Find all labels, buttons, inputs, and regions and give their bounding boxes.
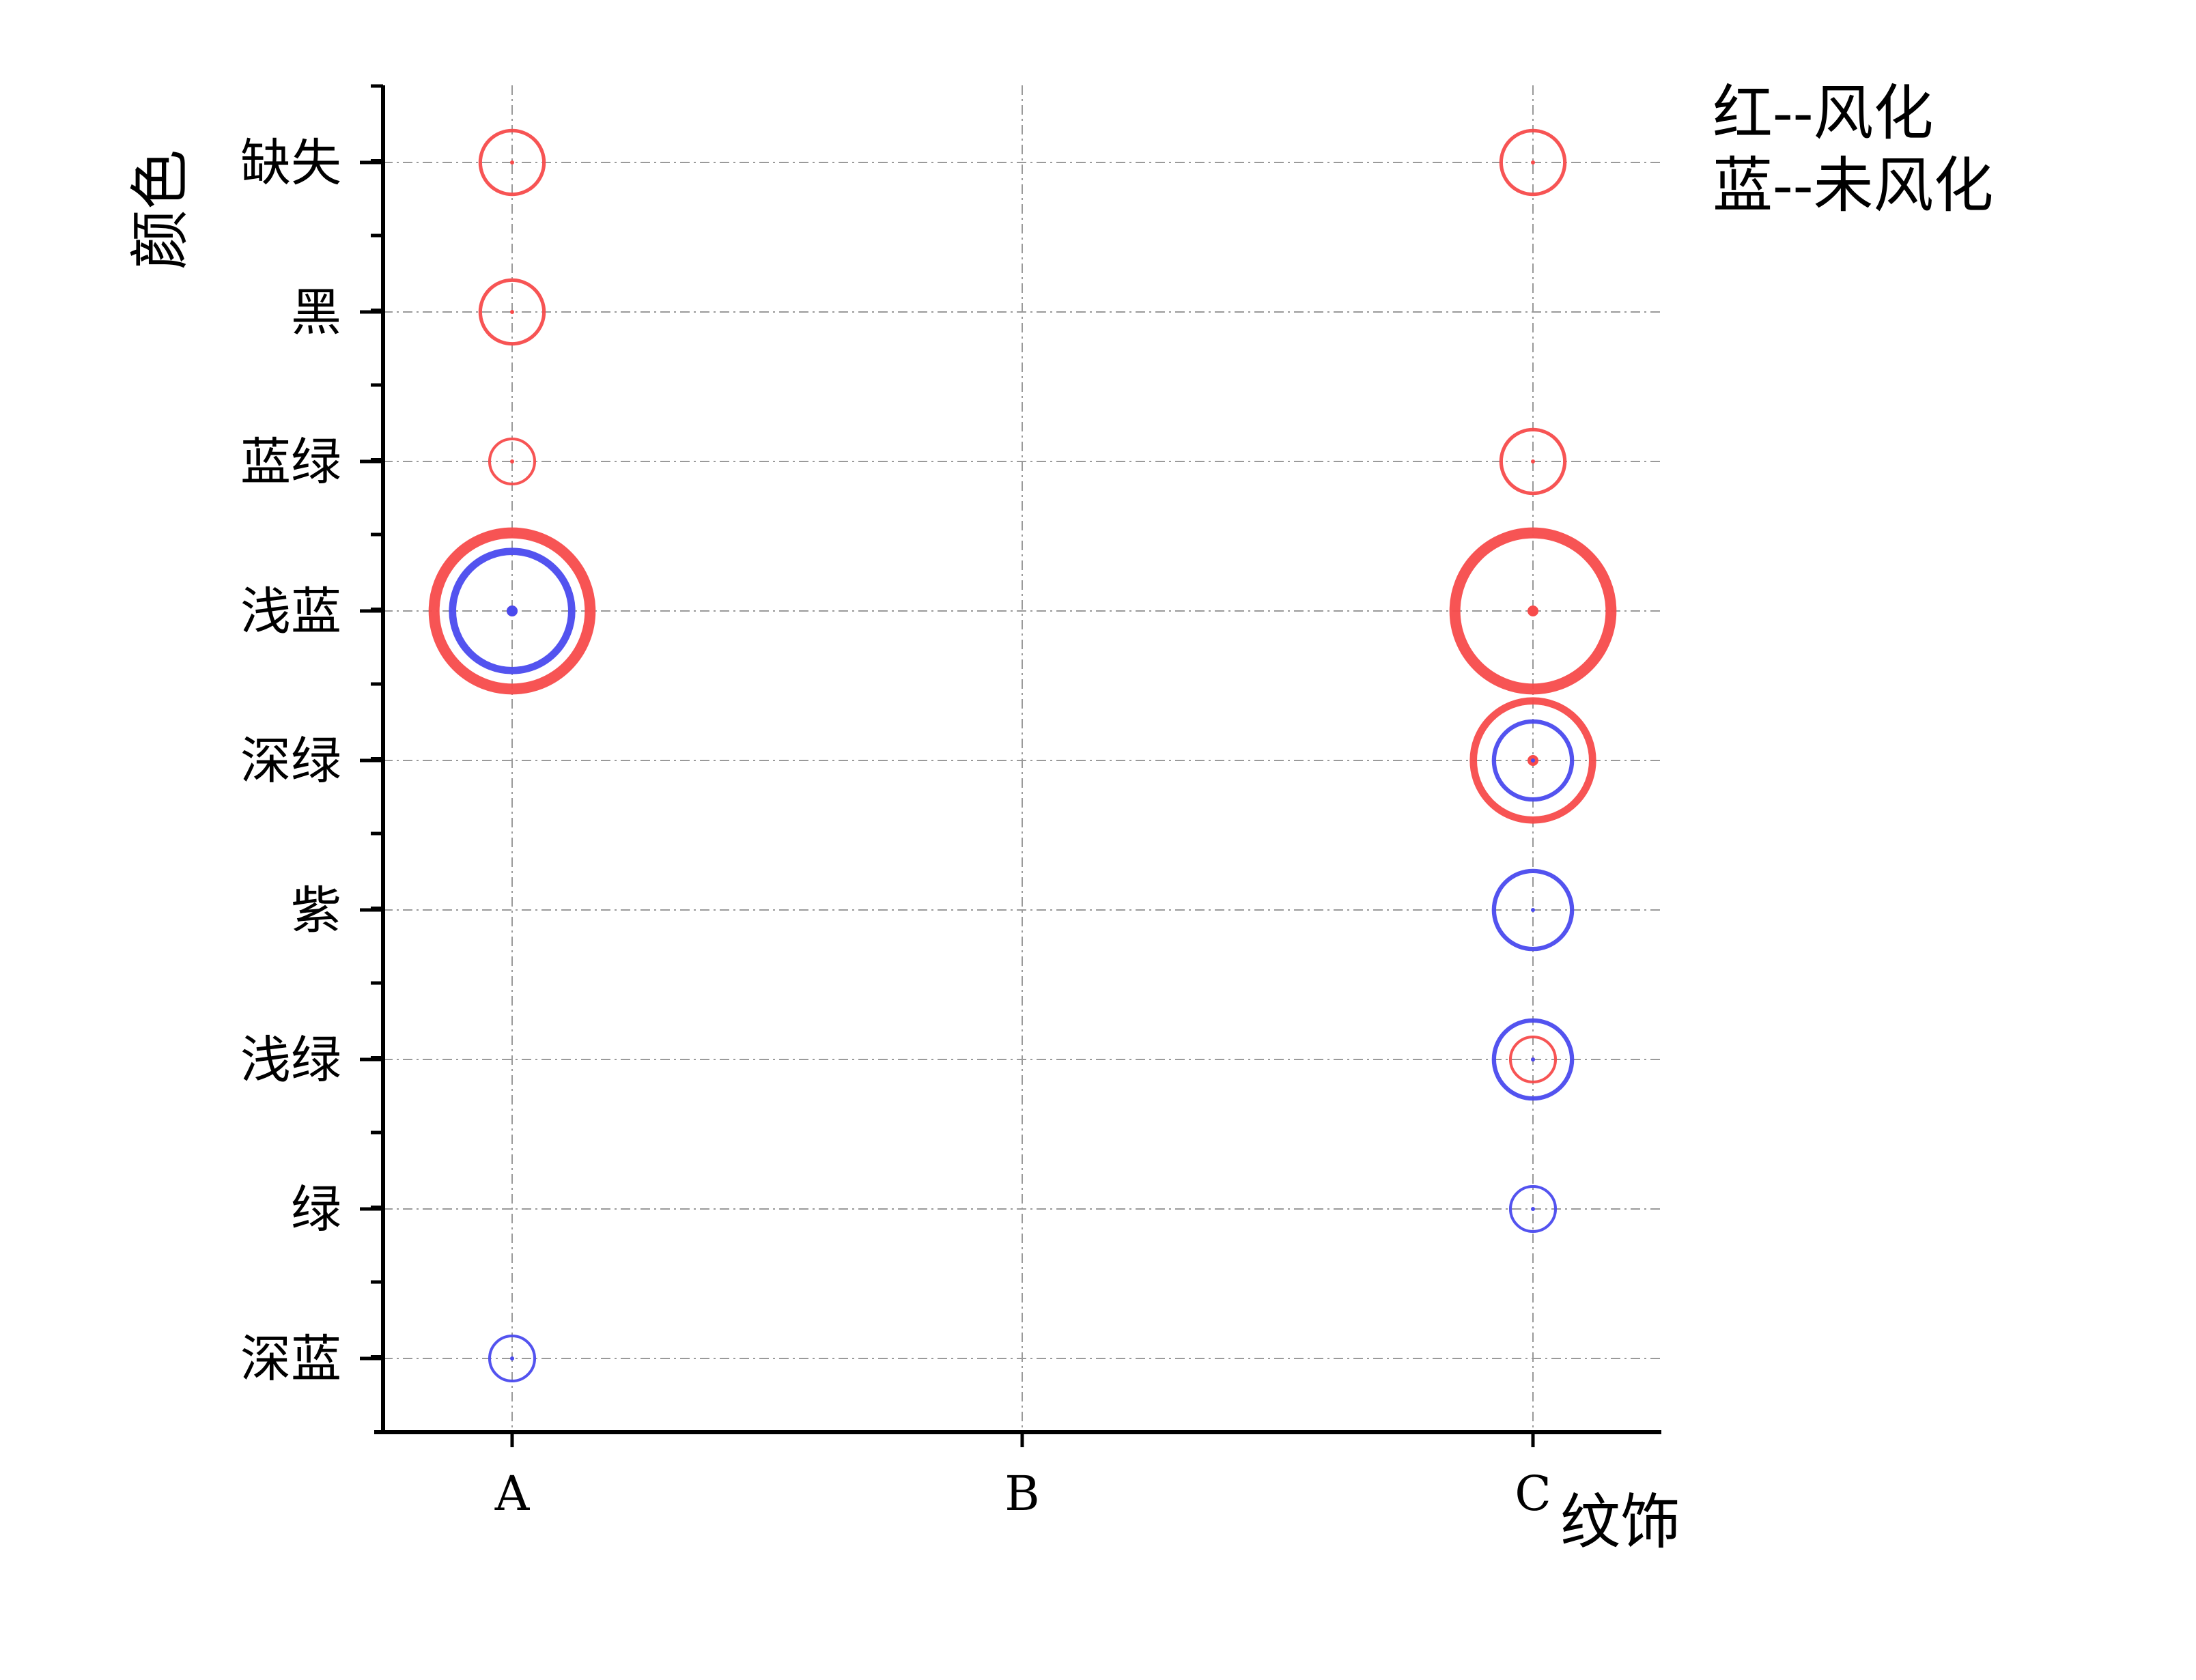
bubble-center-1-3 bbox=[1531, 908, 1535, 912]
grid-lines bbox=[383, 85, 1661, 1432]
ticks: A B C 深蓝 绿 浅绿 紫 深绿 浅蓝 蓝绿 黑 缺失 bbox=[240, 86, 1551, 1522]
bubble-center-1-4 bbox=[1531, 1057, 1535, 1062]
axes bbox=[374, 85, 1661, 1432]
bubble-center-0-4 bbox=[1531, 160, 1535, 165]
y-tick-label-0: 深蓝 bbox=[240, 1330, 341, 1389]
y-axis-label: 颜色 bbox=[125, 150, 195, 270]
labels: 纹饰 颜色 红--风化 蓝--未风化 bbox=[125, 78, 1993, 1557]
bubble-center-1-5 bbox=[1531, 1207, 1535, 1211]
y-tick-label-8: 缺失 bbox=[240, 134, 341, 193]
bubble-center-0-1 bbox=[510, 310, 514, 314]
x-tick-label-A: A bbox=[494, 1466, 531, 1522]
bubble-center-1-1 bbox=[510, 1356, 514, 1361]
y-tick-label-2: 浅绿 bbox=[240, 1031, 341, 1090]
y-tick-label-6: 蓝绿 bbox=[240, 433, 341, 492]
y-tick-label-5: 浅蓝 bbox=[240, 582, 341, 641]
x-axis-label: 纹饰 bbox=[1560, 1487, 1680, 1557]
legend-note-weathered: 红--风化 bbox=[1713, 78, 1933, 148]
bubble-center-1-2 bbox=[1531, 758, 1535, 763]
bubble-center-0-0 bbox=[510, 160, 514, 165]
bubble-center-0-5 bbox=[1531, 459, 1535, 464]
legend-note-unweathered: 蓝--未风化 bbox=[1713, 150, 1993, 220]
y-tick-label-1: 绿 bbox=[291, 1180, 341, 1239]
y-tick-label-7: 黑 bbox=[291, 283, 341, 342]
bubble-center-0-2 bbox=[510, 459, 514, 464]
bubble-center-0-6 bbox=[1528, 606, 1538, 616]
y-tick-label-4: 深绿 bbox=[240, 732, 341, 791]
x-tick-label-C: C bbox=[1515, 1466, 1551, 1522]
x-tick-label-B: B bbox=[1004, 1466, 1039, 1522]
y-tick-label-3: 紫 bbox=[291, 881, 341, 940]
bubble-center-1-0 bbox=[507, 606, 518, 616]
